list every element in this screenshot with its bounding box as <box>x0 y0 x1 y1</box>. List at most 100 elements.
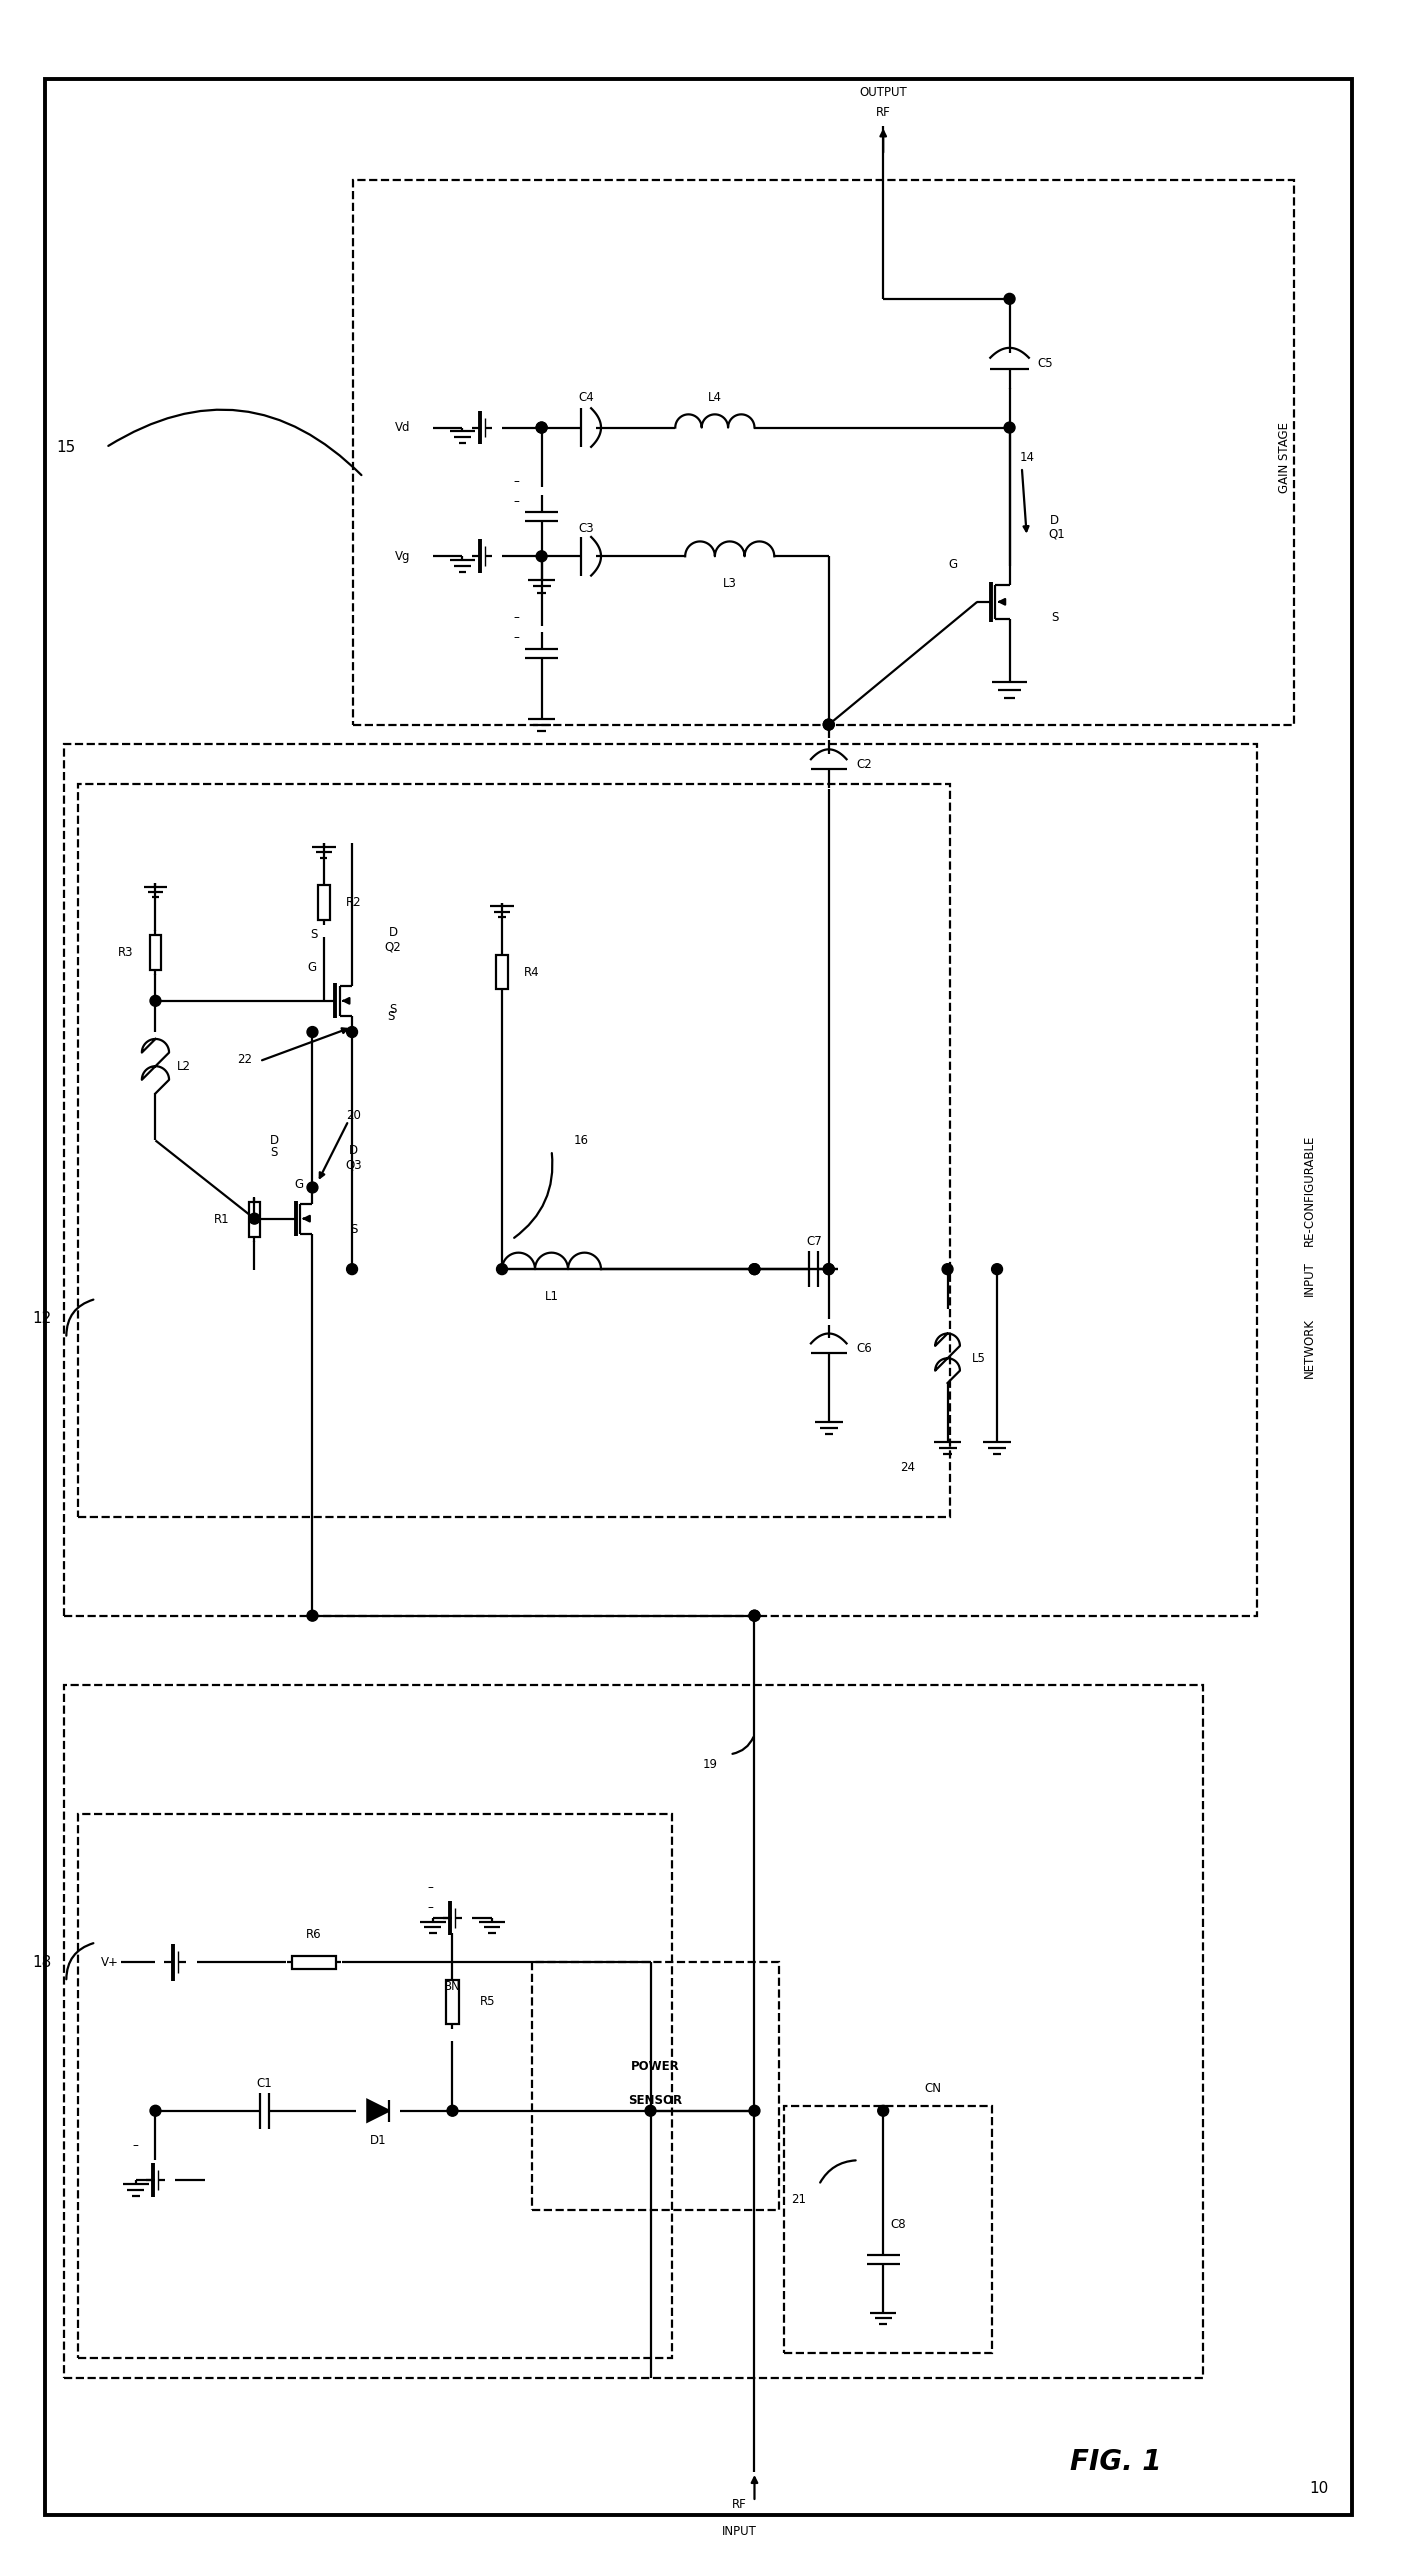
Text: C4: C4 <box>579 390 594 403</box>
Text: –: – <box>514 632 520 645</box>
Text: Q2: Q2 <box>385 940 402 953</box>
Text: –: – <box>427 1881 434 1893</box>
Text: FIG. 1: FIG. 1 <box>1071 2448 1162 2477</box>
Text: C2: C2 <box>857 758 873 771</box>
Circle shape <box>537 550 547 563</box>
Text: 18: 18 <box>32 1955 51 1970</box>
Text: INPUT: INPUT <box>722 2525 757 2538</box>
Text: R2: R2 <box>346 897 361 909</box>
Circle shape <box>943 1264 953 1274</box>
Text: R3: R3 <box>118 945 133 958</box>
Text: L3: L3 <box>722 578 736 591</box>
Circle shape <box>496 1264 507 1274</box>
Text: R5: R5 <box>481 1996 496 2009</box>
Text: C5: C5 <box>1037 357 1052 370</box>
Bar <box>65 1685 1203 2379</box>
Text: 14: 14 <box>1019 450 1034 465</box>
Text: CN: CN <box>924 2083 941 2096</box>
Circle shape <box>537 421 547 434</box>
Circle shape <box>347 1264 357 1274</box>
Circle shape <box>645 2107 656 2117</box>
Text: Q3: Q3 <box>346 1159 362 1171</box>
Circle shape <box>749 1264 760 1274</box>
Text: POWER: POWER <box>631 2060 680 2073</box>
Text: 21: 21 <box>791 2194 806 2207</box>
Text: R6: R6 <box>306 1927 322 1942</box>
Text: Vd: Vd <box>395 421 410 434</box>
Circle shape <box>308 1611 318 1621</box>
Circle shape <box>749 1611 760 1621</box>
Circle shape <box>150 994 162 1007</box>
Circle shape <box>150 2107 162 2117</box>
Text: D: D <box>348 1143 358 1156</box>
Bar <box>79 1814 673 2358</box>
Circle shape <box>1005 421 1014 434</box>
Text: C6: C6 <box>857 1341 873 1354</box>
Bar <box>318 886 330 920</box>
Text: G: G <box>295 1179 303 1192</box>
Circle shape <box>537 421 547 434</box>
Text: D1: D1 <box>370 2135 386 2148</box>
Circle shape <box>823 1264 835 1274</box>
Text: 12: 12 <box>32 1310 51 1326</box>
Text: C8: C8 <box>891 2217 906 2230</box>
Text: INPUT: INPUT <box>1302 1261 1315 1297</box>
Bar <box>249 1202 260 1238</box>
Circle shape <box>249 1213 260 1223</box>
Text: S: S <box>1051 611 1058 624</box>
Text: V+: V+ <box>101 1955 119 1968</box>
Text: Q1: Q1 <box>1048 529 1065 542</box>
Circle shape <box>308 1028 318 1038</box>
Circle shape <box>823 719 835 730</box>
Text: Vg: Vg <box>395 550 410 563</box>
Circle shape <box>992 1264 1003 1274</box>
Circle shape <box>308 1182 318 1192</box>
Text: 24: 24 <box>901 1462 916 1475</box>
Text: RF: RF <box>732 2497 747 2512</box>
Circle shape <box>749 1611 760 1621</box>
Text: NETWORK: NETWORK <box>1302 1318 1315 1380</box>
Text: R1: R1 <box>214 1213 230 1225</box>
Circle shape <box>749 2107 760 2117</box>
Text: C3: C3 <box>579 522 594 534</box>
Text: RE-CONFIGURABLE: RE-CONFIGURABLE <box>1302 1135 1315 1246</box>
Text: C7: C7 <box>806 1236 822 1249</box>
Text: –: – <box>427 1901 434 1914</box>
Text: BN: BN <box>444 1981 461 1994</box>
Circle shape <box>1005 293 1014 303</box>
Bar <box>445 1981 459 2024</box>
Circle shape <box>823 719 835 730</box>
Text: –: – <box>514 475 520 488</box>
Text: –: – <box>514 611 520 624</box>
Text: D: D <box>270 1133 278 1146</box>
Text: L2: L2 <box>177 1058 191 1074</box>
Text: 19: 19 <box>702 1757 718 1770</box>
Text: S: S <box>389 1004 396 1017</box>
Circle shape <box>878 2107 888 2117</box>
Text: C1: C1 <box>257 2076 273 2089</box>
Bar <box>292 1955 336 1968</box>
Text: 20: 20 <box>346 1110 361 1123</box>
Text: S: S <box>311 927 318 940</box>
Text: 10: 10 <box>1309 2482 1329 2497</box>
Text: D: D <box>389 925 398 940</box>
Text: –: – <box>514 496 520 509</box>
Circle shape <box>749 1264 760 1274</box>
Bar <box>354 180 1294 724</box>
Bar <box>496 956 509 989</box>
Text: GAIN STAGE: GAIN STAGE <box>1277 421 1291 493</box>
Text: RF: RF <box>875 105 891 118</box>
Text: 16: 16 <box>573 1133 589 1146</box>
Text: D: D <box>1050 514 1059 527</box>
Bar <box>65 745 1257 1616</box>
Circle shape <box>447 2107 458 2117</box>
Text: R4: R4 <box>524 966 540 979</box>
Text: S: S <box>271 1146 278 1159</box>
Bar <box>784 2107 992 2353</box>
Circle shape <box>347 1028 357 1038</box>
Text: OUTPUT: OUTPUT <box>860 87 908 100</box>
Text: S: S <box>388 1010 395 1022</box>
Text: 15: 15 <box>56 439 76 455</box>
Bar <box>149 935 162 969</box>
Text: SENSOR: SENSOR <box>628 2094 683 2107</box>
